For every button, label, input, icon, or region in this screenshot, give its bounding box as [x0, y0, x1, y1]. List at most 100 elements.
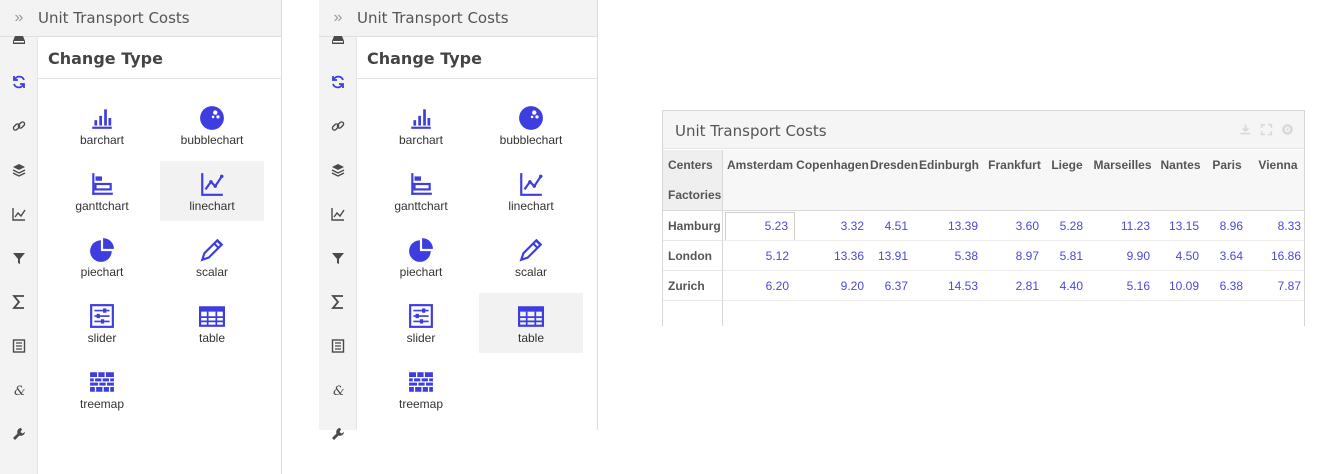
refresh-icon: [332, 75, 344, 89]
chart-type-barchart[interactable]: barchart: [50, 95, 154, 155]
chart-type-bubblechart[interactable]: bubblechart: [160, 95, 264, 155]
column-header[interactable]: Copenhagen: [796, 158, 869, 172]
table-cell[interactable]: 5.12: [765, 249, 789, 263]
column-header[interactable]: Amsterdam: [726, 158, 794, 172]
chart-type-piechart[interactable]: piechart: [369, 227, 473, 287]
column-header[interactable]: Edinburgh: [919, 158, 979, 172]
rail-sigma-button[interactable]: [0, 288, 38, 316]
layers-icon: [12, 164, 26, 177]
table-cell[interactable]: 5.16: [1126, 279, 1150, 293]
rail-line-graph-button[interactable]: [0, 200, 38, 228]
rail-list-button[interactable]: [0, 332, 38, 360]
rail-link-button[interactable]: [319, 112, 357, 140]
rail-wrench-button[interactable]: [0, 420, 38, 448]
column-header[interactable]: Paris: [1212, 158, 1242, 172]
bubblechart-icon: [200, 106, 224, 130]
column-header[interactable]: Vienna: [1258, 158, 1298, 172]
row-header[interactable]: London: [663, 241, 723, 271]
rail-line-graph-button[interactable]: [319, 200, 357, 228]
table-cell[interactable]: 9.20: [840, 279, 864, 293]
svg-text:&: &: [14, 384, 26, 398]
table-cell[interactable]: 8.96: [1219, 219, 1243, 233]
expand-icon[interactable]: »: [333, 9, 343, 26]
column-header[interactable]: Dresden: [870, 158, 919, 172]
rail-link-button[interactable]: [0, 112, 38, 140]
corner-top-label: Centers: [668, 158, 713, 172]
chart-type-label: treemap: [79, 397, 125, 411]
table-cell[interactable]: 11.23: [1120, 219, 1150, 233]
chart-type-bubblechart[interactable]: bubblechart: [479, 95, 583, 155]
chart-type-slider[interactable]: slider: [369, 293, 473, 353]
chart-type-ganttchart[interactable]: ganttchart: [369, 161, 473, 221]
table-cell[interactable]: 13.91: [877, 249, 908, 263]
table-cell[interactable]: 5.81: [1059, 249, 1083, 263]
table-cell[interactable]: 13.39: [947, 219, 978, 233]
column-header[interactable]: Liege: [1051, 158, 1083, 172]
table-icon: [518, 306, 544, 327]
chart-type-linechart[interactable]: linechart: [160, 161, 264, 221]
table-cell[interactable]: 13.36: [833, 249, 864, 263]
table-cell[interactable]: 8.33: [1277, 219, 1301, 233]
rail-ampersand-button[interactable]: &: [0, 376, 38, 404]
settings-icon[interactable]: [1281, 123, 1294, 136]
chart-type-treemap[interactable]: treemap: [369, 359, 473, 419]
rail-layers-button[interactable]: [319, 156, 357, 184]
expand-icon[interactable]: »: [14, 9, 24, 26]
rail-filter-button[interactable]: [0, 244, 38, 272]
table-cell[interactable]: 10.09: [1168, 279, 1199, 293]
chart-type-linechart[interactable]: linechart: [479, 161, 583, 221]
column-header[interactable]: Nantes: [1160, 158, 1201, 172]
rail-inbox-button[interactable]: [319, 26, 357, 54]
download-icon[interactable]: [1239, 123, 1252, 136]
fullscreen-icon[interactable]: [1260, 123, 1273, 136]
rail-refresh-button[interactable]: [0, 68, 38, 96]
rail-wrench-button[interactable]: [319, 420, 357, 448]
table-cell[interactable]: 3.60: [1015, 219, 1039, 233]
table-cell[interactable]: 6.38: [1219, 279, 1243, 293]
table-cell[interactable]: 7.87: [1277, 279, 1301, 293]
table-cell[interactable]: 4.40: [1059, 279, 1083, 293]
rail-sigma-button[interactable]: [319, 288, 357, 316]
table-cell[interactable]: 2.81: [1015, 279, 1039, 293]
table-cell[interactable]: 5.28: [1059, 219, 1083, 233]
rail-ampersand-button[interactable]: &: [319, 376, 357, 404]
table-cell[interactable]: 6.20: [765, 279, 789, 293]
rail-layers-button[interactable]: [0, 156, 38, 184]
row-header[interactable]: Hamburg: [663, 211, 723, 241]
chart-type-label: barchart: [79, 133, 125, 147]
chart-type-scalar[interactable]: scalar: [160, 227, 264, 287]
rail-refresh-button[interactable]: [319, 68, 357, 96]
chart-type-slider[interactable]: slider: [50, 293, 154, 353]
chart-type-piechart[interactable]: piechart: [50, 227, 154, 287]
table-cell[interactable]: 9.90: [1126, 249, 1150, 263]
table-cell[interactable]: 5.38: [954, 249, 978, 263]
rail-inbox-button[interactable]: [0, 26, 38, 54]
table-cell[interactable]: 16.86: [1270, 249, 1301, 263]
linechart-icon: [520, 173, 543, 196]
pencil-icon: [200, 238, 224, 262]
table-cell[interactable]: 4.50: [1175, 249, 1199, 263]
table-cell[interactable]: 3.64: [1219, 249, 1243, 263]
table-cell[interactable]: 13.15: [1168, 219, 1199, 233]
table-cell[interactable]: 8.97: [1015, 249, 1039, 263]
table-cell[interactable]: 3.32: [840, 219, 864, 233]
column-header[interactable]: Frankfurt: [988, 158, 1041, 172]
table-icon: [199, 306, 225, 327]
table-cell[interactable]: 6.37: [884, 279, 908, 293]
rail-list-button[interactable]: [319, 332, 357, 360]
rail-filter-button[interactable]: [319, 244, 357, 272]
table-cell[interactable]: 14.53: [947, 279, 978, 293]
chart-type-ganttchart[interactable]: ganttchart: [50, 161, 154, 221]
column-header[interactable]: Marseilles: [1093, 158, 1152, 172]
table-cell[interactable]: 5.23: [725, 212, 795, 240]
chart-type-table[interactable]: table: [160, 293, 264, 353]
pencil-icon: [519, 238, 543, 262]
chart-type-barchart[interactable]: barchart: [369, 95, 473, 155]
chart-type-scalar[interactable]: scalar: [479, 227, 583, 287]
line-graph-icon: [12, 208, 26, 221]
row-header[interactable]: Zurich: [663, 271, 723, 301]
chart-type-table[interactable]: table: [479, 293, 583, 353]
table-cell[interactable]: 4.51: [884, 219, 908, 233]
divider: [357, 78, 597, 79]
chart-type-treemap[interactable]: treemap: [50, 359, 154, 419]
